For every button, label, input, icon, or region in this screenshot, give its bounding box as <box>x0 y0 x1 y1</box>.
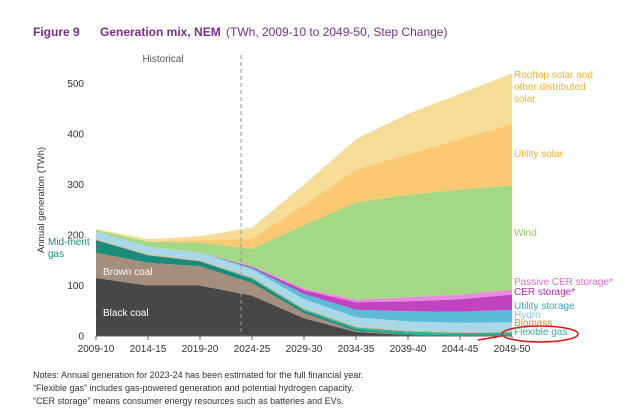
series-label: Black coal <box>103 308 149 319</box>
series-label: Utility solar <box>514 149 563 160</box>
series-label: CER storage* <box>514 287 576 298</box>
series-label: Flexible gas <box>514 327 568 338</box>
chart-subtitle: (TWh, 2009-10 to 2049-50, Step Change) <box>226 25 447 39</box>
chart-title: Generation mix, NEM <box>100 25 221 39</box>
series-label: Utility storage <box>514 301 575 312</box>
area <box>96 231 512 323</box>
area <box>96 231 512 312</box>
series-label: Biomass <box>514 318 553 329</box>
x-tick-label: 2024-25 <box>234 344 271 355</box>
y-tick-label: 500 <box>67 79 84 90</box>
series-label: Rooftop solar and other distributed sola… <box>514 70 593 105</box>
note: “Flexible gas” includes gas-powered gene… <box>33 383 354 393</box>
highlight-stroke <box>477 335 503 341</box>
annotation: Historical <box>142 54 183 65</box>
series-label: Passive CER storage* <box>514 277 613 288</box>
area <box>96 124 512 249</box>
y-tick-label: 0 <box>78 332 84 343</box>
y-tick-label: 200 <box>67 231 84 242</box>
highlight-circle <box>501 325 579 343</box>
area <box>96 252 512 336</box>
y-tick-label: 400 <box>67 130 84 141</box>
series-label: Wind <box>514 228 537 239</box>
note: Notes: Annual generation for 2023-24 has… <box>33 370 363 380</box>
y-axis-title: Annual generation (TWh) <box>36 147 47 253</box>
x-tick-label: 2029-30 <box>286 344 323 355</box>
x-tick-label: 2044-45 <box>442 344 479 355</box>
series-label: Mid-merit gas <box>48 237 90 260</box>
plot-area <box>96 73 512 336</box>
x-tick-label: 2019-20 <box>182 344 219 355</box>
area <box>96 73 512 242</box>
y-tick-label: 100 <box>67 281 84 292</box>
x-tick-label: 2014-15 <box>130 344 167 355</box>
x-tick-label: 2039-40 <box>390 344 427 355</box>
figure-label: Figure 9 <box>33 25 80 39</box>
note: “CER storage” means consumer energy reso… <box>33 396 344 406</box>
series-label: Hydro <box>514 310 541 321</box>
area <box>96 240 512 336</box>
x-tick-label: 2049-50 <box>494 344 531 355</box>
x-tick-label: 2009-10 <box>78 344 115 355</box>
area <box>96 185 512 300</box>
y-tick-label: 300 <box>67 180 84 191</box>
area <box>96 231 512 303</box>
area <box>96 231 512 332</box>
series-label: Brown coal <box>103 267 153 278</box>
x-tick-label: 2034-35 <box>338 344 375 355</box>
area <box>96 278 512 336</box>
